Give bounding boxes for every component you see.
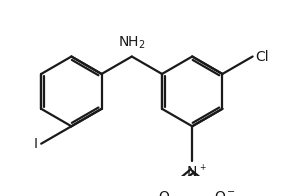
Text: I: I bbox=[33, 137, 37, 151]
Text: $^+$: $^+$ bbox=[198, 163, 207, 173]
Text: O$^-$: O$^-$ bbox=[214, 190, 236, 196]
Text: Cl: Cl bbox=[256, 50, 269, 64]
Text: N: N bbox=[187, 165, 197, 179]
Text: NH$_2$: NH$_2$ bbox=[118, 34, 146, 51]
Text: O: O bbox=[158, 190, 169, 196]
